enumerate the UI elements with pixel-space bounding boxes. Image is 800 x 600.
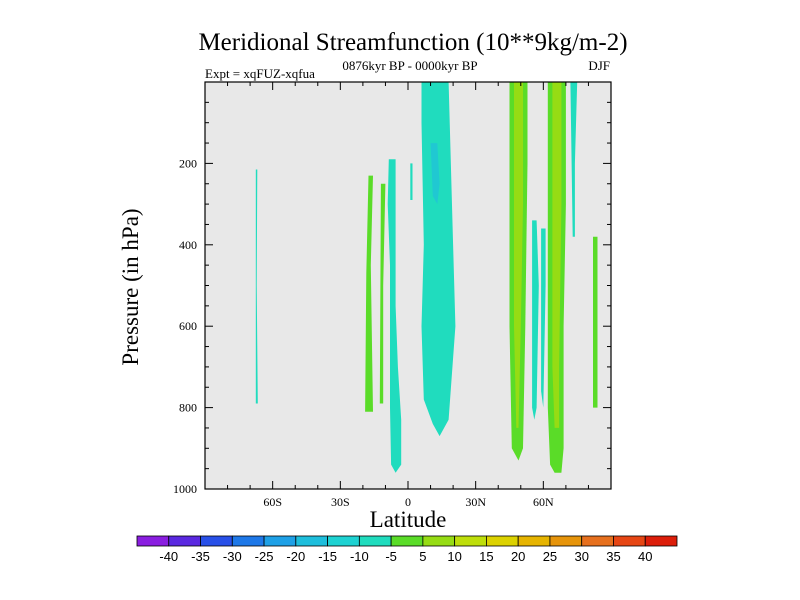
colorbar-label: 30 <box>574 549 588 564</box>
colorbar-swatch <box>613 535 646 547</box>
colorbar-swatch <box>390 535 424 547</box>
contour-region-band-82N <box>593 236 598 408</box>
colorbar-label: 20 <box>511 549 525 564</box>
contour-region-band-65S <box>255 169 258 404</box>
colorbar-swatch <box>200 535 233 547</box>
colorbar-swatch <box>517 535 551 547</box>
colorbar-label: 5 <box>419 549 426 564</box>
colorbar-swatch <box>644 535 678 547</box>
colorbar-label: -40 <box>159 549 178 564</box>
contour-region-column-72N <box>570 82 578 237</box>
colorbar-label: -25 <box>255 549 274 564</box>
y-tick-label: 200 <box>179 156 197 170</box>
colorbar-label: 15 <box>479 549 493 564</box>
colorbar-label: -5 <box>385 549 397 564</box>
subtitle-center: 0876kyr BP - 0000kyr BP <box>342 58 477 73</box>
colorbar-swatch <box>358 535 392 547</box>
colorbar-label: -10 <box>350 549 369 564</box>
chart-title: Meridional Streamfunction (10**9kg/m-2) <box>198 29 627 56</box>
contour-region-band-12S <box>379 183 386 404</box>
subtitle-left: Expt = xqFUZ-xqfua <box>205 66 315 81</box>
contour-region-column-45N-inner <box>514 82 523 428</box>
colorbar-label: 25 <box>543 549 557 564</box>
colorbar-swatch <box>136 535 170 547</box>
colorbar-swatch <box>168 535 201 547</box>
colorbar-label: -15 <box>318 549 337 564</box>
contour-region-band-55N <box>532 220 539 420</box>
y-tick-label: 800 <box>179 401 197 415</box>
colorbar-label: -20 <box>286 549 305 564</box>
colorbar-swatch <box>263 535 297 547</box>
colorbar-swatch <box>295 535 328 547</box>
colorbar-label: 10 <box>447 549 461 564</box>
y-tick-label: 1000 <box>173 482 197 496</box>
colorbar-label: 40 <box>638 549 652 564</box>
x-tick-label: 30N <box>465 495 486 509</box>
y-axis-label: Pressure (in hPa) <box>118 208 143 365</box>
colorbar-swatch <box>581 535 614 547</box>
y-tick-label: 400 <box>179 238 197 252</box>
x-tick-label: 30S <box>331 495 350 509</box>
colorbar-label: 35 <box>606 549 620 564</box>
colorbar-swatch <box>422 535 456 547</box>
plot-area <box>205 82 611 489</box>
contour-region-band-59N <box>541 228 546 408</box>
colorbar-label: -30 <box>223 549 242 564</box>
colorbar-swatch <box>231 535 265 547</box>
contour-region-band-8S <box>387 159 402 473</box>
colorbar-swatch <box>486 535 519 547</box>
colorbar-swatch <box>549 535 583 547</box>
x-axis-label: Latitude <box>370 507 447 532</box>
colorbar: -40 -35 -30 -25 -20 -15 -10 -5 5 10 15 20 25 30 35 40 <box>136 535 678 564</box>
subtitle-right: DJF <box>588 58 610 73</box>
contour-region-column-eq <box>421 82 456 437</box>
y-tick-label: 600 <box>179 319 197 333</box>
contour-region-core-eq <box>430 143 440 205</box>
x-tick-label: 60N <box>533 495 554 509</box>
colorbar-label: -35 <box>191 549 210 564</box>
colorbar-swatch <box>327 535 360 547</box>
contour-region-column-65N-inner <box>552 82 562 428</box>
axes: 200 400 600 800 1000 60S 30S 0 30N 60N <box>173 81 612 509</box>
contour-region-band-0-narrow <box>410 163 413 200</box>
colorbar-swatch <box>454 535 487 547</box>
x-tick-label: 0 <box>405 495 411 509</box>
x-tick-label: 60S <box>263 495 282 509</box>
contour-region-band-17S <box>365 175 373 412</box>
